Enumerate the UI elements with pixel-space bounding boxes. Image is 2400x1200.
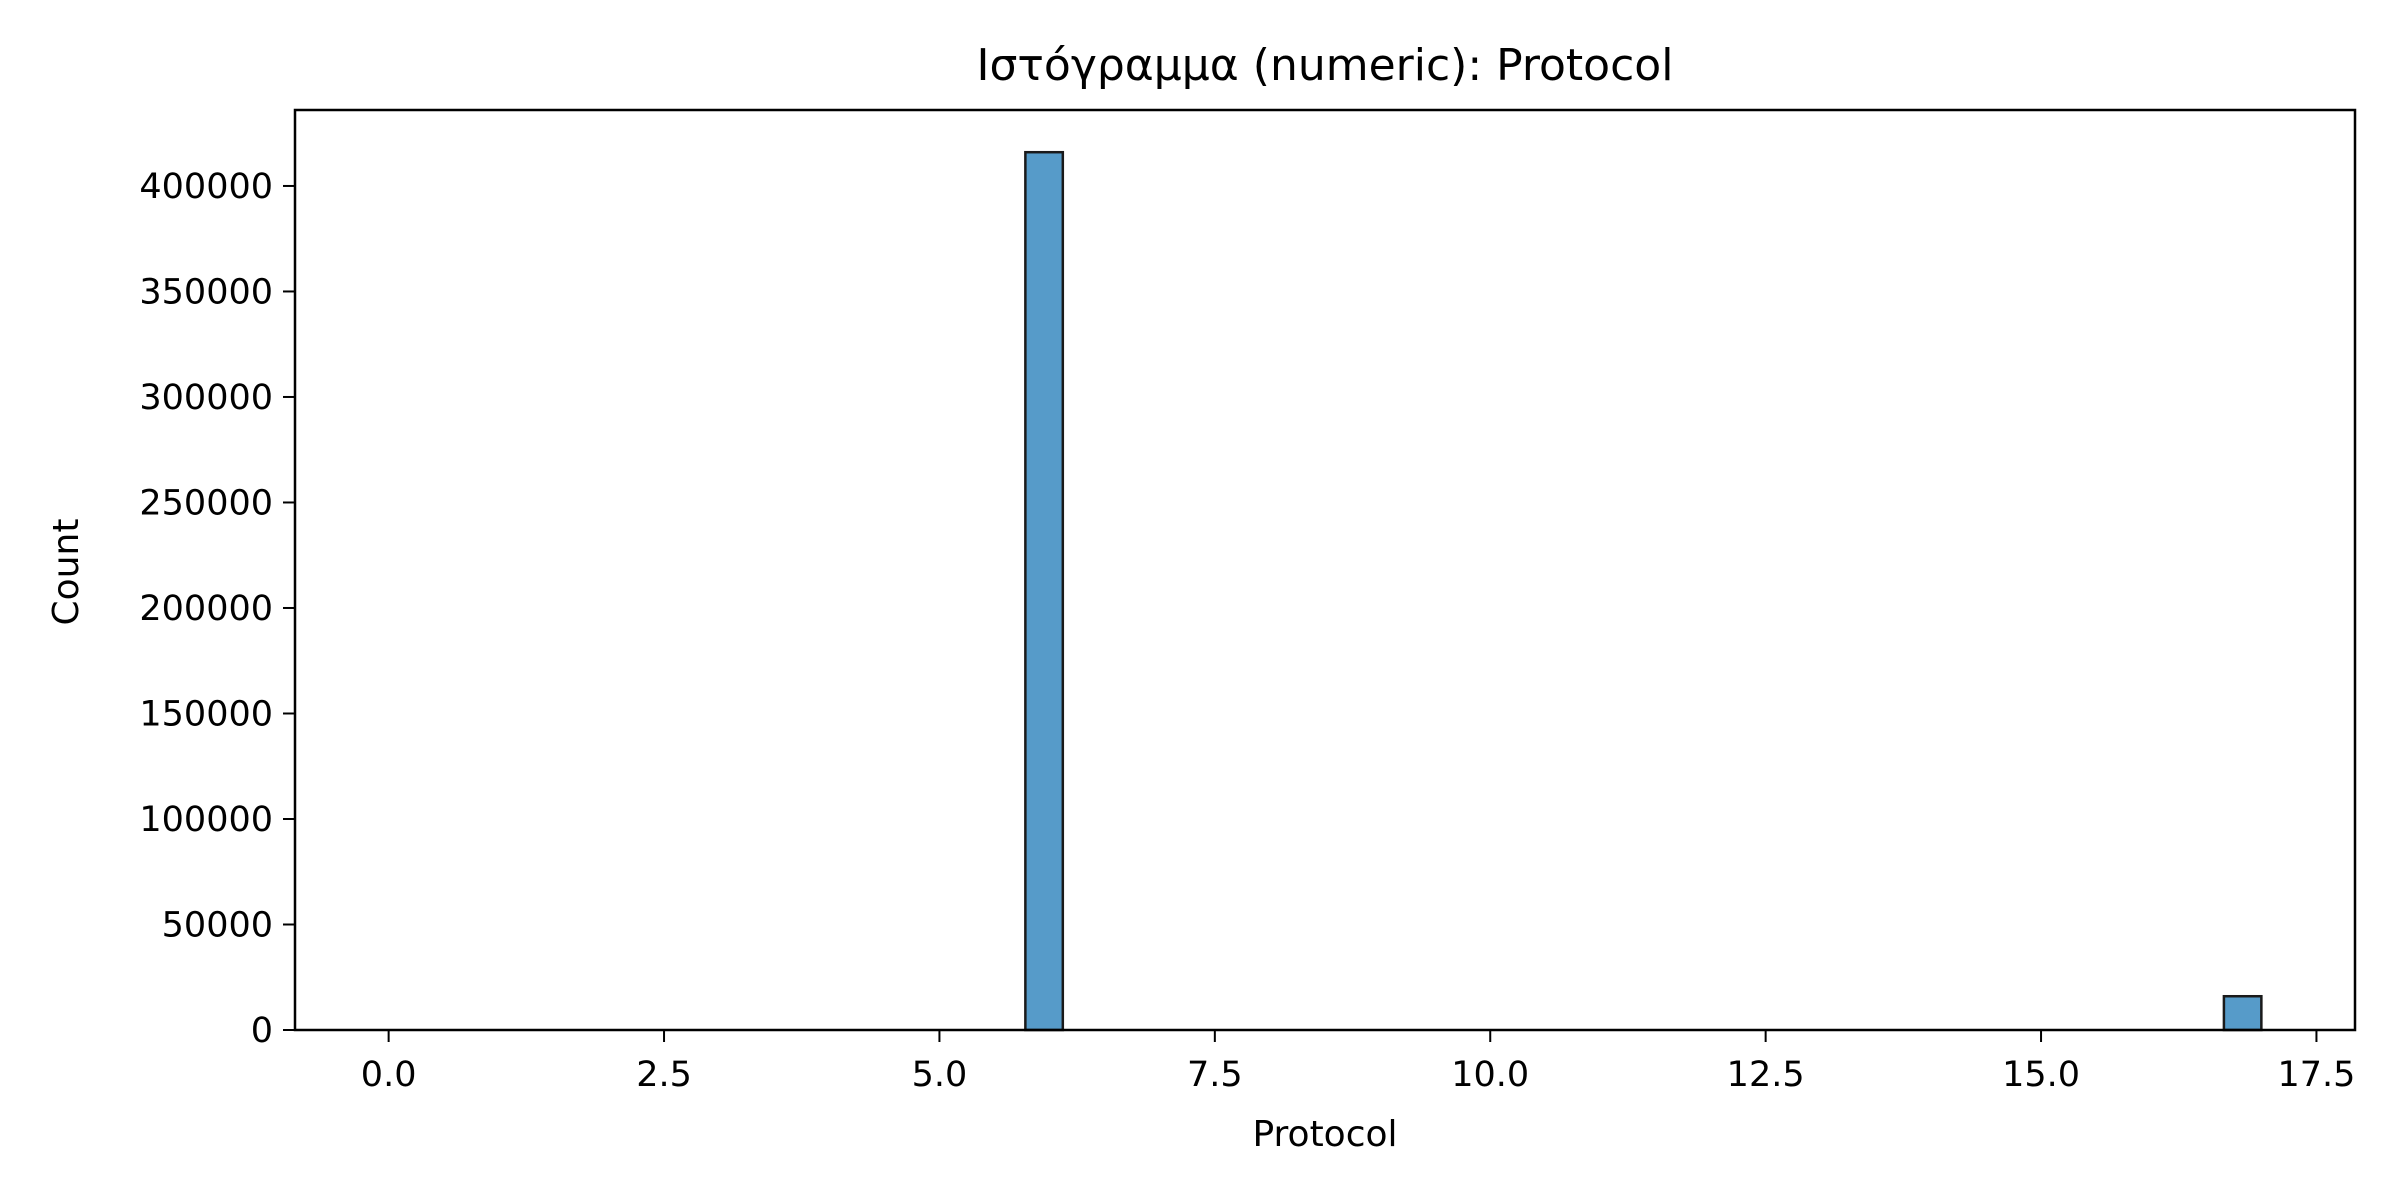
x-tick-label: 5.0 — [912, 1055, 968, 1095]
x-tick-label: 15.0 — [2002, 1055, 2080, 1095]
y-tick-label: 50000 — [162, 905, 273, 945]
y-tick-label: 100000 — [139, 800, 273, 840]
x-tick-label: 10.0 — [1451, 1055, 1529, 1095]
x-tick-label: 0.0 — [361, 1055, 417, 1095]
y-axis-label: Count — [46, 519, 87, 626]
x-tick-label: 7.5 — [1187, 1055, 1243, 1095]
plot-frame — [293, 108, 2357, 1032]
y-axis-ticks: 0 50000 100000 150000 200000 250000 300000 3500… — [139, 167, 295, 1051]
y-tick-label: 300000 — [139, 378, 273, 418]
x-tick-label: 2.5 — [636, 1055, 692, 1095]
histogram-bar-0 — [1024, 150, 1065, 1032]
y-tick-label: 0 — [251, 1011, 273, 1051]
bars-layer — [1024, 150, 2263, 1032]
x-tick-label: 12.5 — [1727, 1055, 1805, 1095]
x-axis-label: Protocol — [1252, 1114, 1397, 1155]
chart-title: Ιστόγραμμα (numeric): Protocol — [977, 40, 1674, 91]
y-tick-label: 350000 — [139, 272, 273, 312]
y-tick-label: 200000 — [139, 589, 273, 629]
y-tick-label: 250000 — [139, 483, 273, 523]
y-tick-label: 400000 — [139, 167, 273, 207]
x-axis-ticks: 0.0 2.5 5.0 7.5 10.0 12.5 15.0 17.5 — [361, 1030, 2355, 1095]
histogram-bar-1 — [2222, 994, 2263, 1032]
y-tick-label: 150000 — [139, 694, 273, 734]
x-tick-label: 17.5 — [2277, 1055, 2355, 1095]
